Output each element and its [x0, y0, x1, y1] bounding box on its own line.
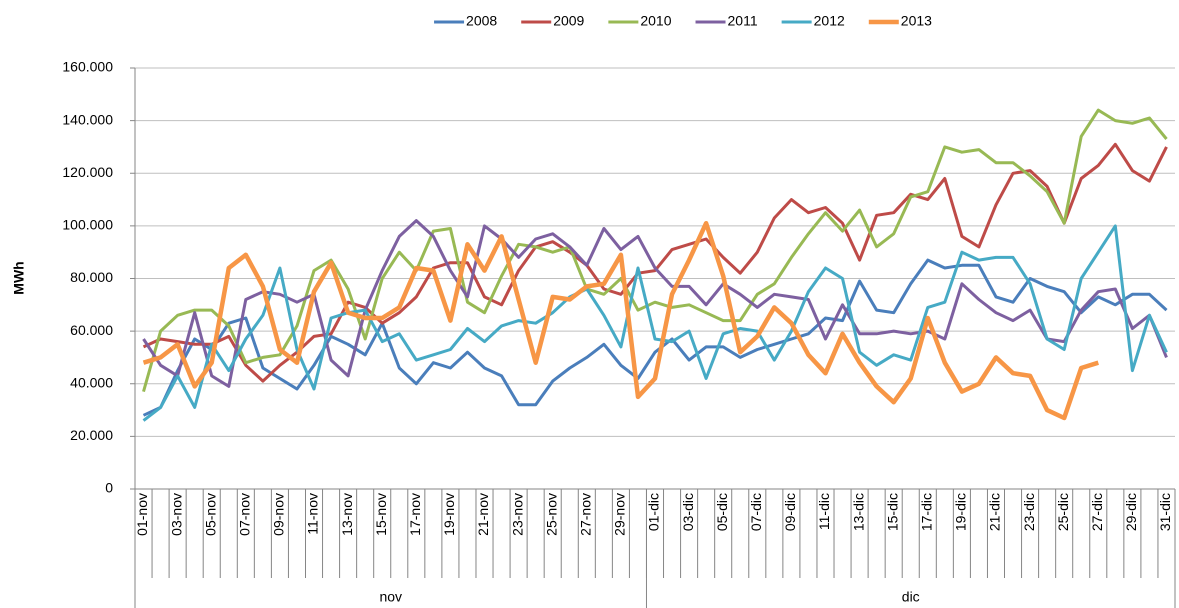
- x-tick-label: 03-nov: [168, 493, 184, 536]
- legend-label: 2011: [728, 13, 758, 29]
- x-tick-label: 21-dic: [987, 493, 1003, 531]
- x-tick-label: 29-nov: [612, 493, 628, 536]
- x-tick-label: 11-nov: [305, 493, 321, 535]
- x-tick-label: 05-nov: [202, 493, 218, 536]
- y-tick-label: 160.000: [62, 59, 113, 75]
- y-tick-label: 20.000: [70, 427, 113, 443]
- series-line: [142, 258, 1168, 417]
- y-tick-label: 40.000: [70, 374, 113, 390]
- x-tick-label: 09-nov: [271, 493, 287, 536]
- series-line: [142, 142, 1168, 383]
- x-tick-label: 23-dic: [1021, 493, 1037, 531]
- series-line: [142, 108, 1168, 393]
- series-line: [142, 224, 1168, 422]
- legend-label: 2008: [466, 13, 497, 29]
- x-tick-label: 03-dic: [680, 493, 696, 531]
- x-tick-label: 25-nov: [543, 493, 559, 536]
- x-tick-label: 17-nov: [407, 493, 423, 536]
- legend-label: 2009: [553, 13, 584, 29]
- x-tick-label: 29-dic: [1123, 493, 1139, 531]
- x-tick-label: 07-dic: [748, 493, 764, 531]
- x-tick-label: 07-nov: [237, 493, 253, 536]
- x-tick-label: 11-dic: [816, 493, 832, 530]
- y-tick-label: 0: [105, 480, 113, 496]
- y-tick-label: 60.000: [70, 322, 113, 338]
- y-tick-label: 80.000: [70, 269, 113, 285]
- x-tick-label: 09-dic: [782, 493, 798, 531]
- x-tick-label: 21-nov: [475, 493, 491, 536]
- legend-label: 2012: [814, 13, 845, 29]
- x-tick-label: 15-dic: [884, 493, 900, 531]
- x-tick-label: 27-nov: [578, 493, 594, 536]
- legend-label: 2010: [640, 13, 671, 29]
- y-tick-label: 120.000: [62, 164, 113, 180]
- x-tick-label: 13-dic: [850, 493, 866, 531]
- legend-label: 2013: [901, 13, 932, 29]
- x-tick-label: 01-dic: [646, 493, 662, 531]
- x-tick-label: 27-dic: [1089, 493, 1105, 531]
- y-tick-label: 140.000: [62, 111, 113, 127]
- x-tick-label: 17-dic: [918, 493, 934, 531]
- x-tick-label: 23-nov: [509, 493, 525, 536]
- group-label: dic: [902, 589, 920, 605]
- x-tick-label: 19-nov: [441, 493, 457, 536]
- x-tick-label: 19-dic: [953, 493, 969, 531]
- group-label: nov: [379, 589, 402, 605]
- x-tick-label: 13-nov: [339, 493, 355, 536]
- x-tick-label: 31-dic: [1157, 493, 1173, 531]
- x-tick-label: 05-dic: [714, 493, 730, 531]
- y-axis-label: MWh: [11, 261, 27, 294]
- x-tick-label: 15-nov: [373, 493, 389, 536]
- x-tick-label: 01-nov: [134, 493, 150, 536]
- x-tick-label: 25-dic: [1055, 493, 1071, 531]
- series-line: [142, 220, 1099, 421]
- y-tick-label: 100.000: [62, 217, 113, 233]
